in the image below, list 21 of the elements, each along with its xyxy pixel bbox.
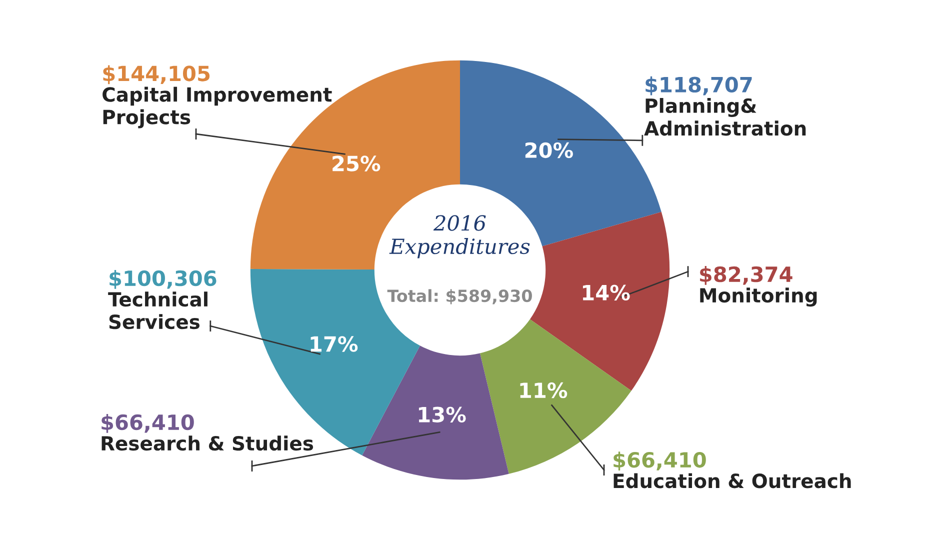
slice-label: Technical Services [108, 292, 208, 330]
slice-label: Planning& Administration [644, 98, 806, 136]
text: 14% [582, 284, 630, 300]
slice-label: Capital Improvement Projects [102, 86, 332, 128]
text: 11% [520, 382, 568, 398]
text: 17% [310, 336, 358, 352]
slice-label: Education & Outreach [614, 473, 851, 488]
text: 2016 Expenditures [389, 215, 530, 258]
text: 25% [332, 156, 380, 172]
text: 13% [418, 406, 466, 422]
data-label: $82,374 [700, 266, 792, 285]
data-label: $66,410 [614, 452, 706, 470]
data-label: $144,105 [103, 65, 210, 84]
slice-label: Research & Studies [102, 436, 314, 451]
data-label: $66,410 [102, 414, 194, 433]
data-label: $118,707 [646, 76, 752, 96]
text: Total: $589,930 [387, 289, 532, 304]
text: 20% [525, 142, 573, 158]
data-label: $100,306 [110, 270, 216, 289]
slice-label: Monitoring [700, 288, 817, 307]
donut-slice [362, 346, 509, 480]
